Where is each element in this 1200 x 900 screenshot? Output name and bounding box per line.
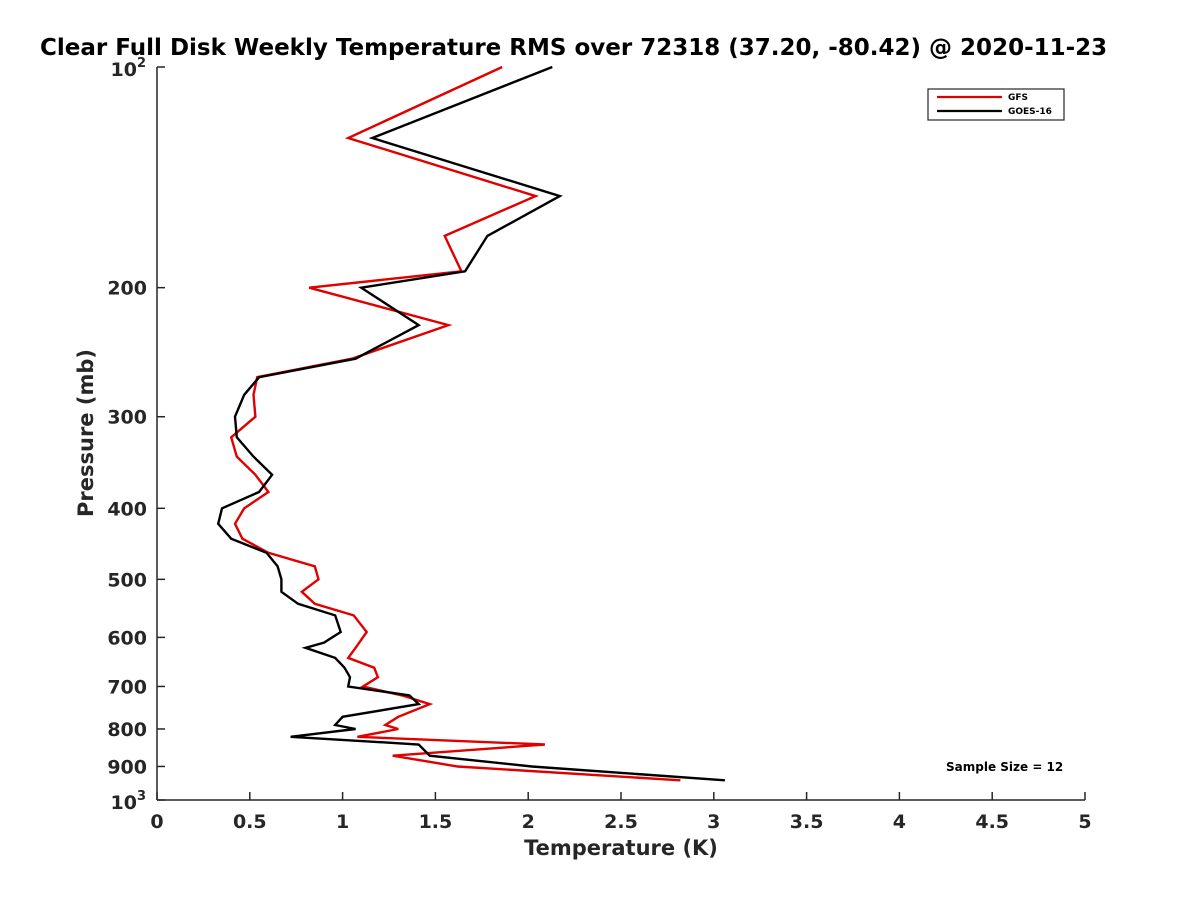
x-tick-label: 1 <box>336 811 349 833</box>
series-layer <box>216 65 725 782</box>
y-tick-label: 400 <box>107 498 147 520</box>
sample-size-annotation: Sample Size = 12 <box>946 760 1063 774</box>
x-tick-label: 3.5 <box>790 811 824 833</box>
x-tick-label: 2 <box>522 811 535 833</box>
x-ticks: 0 0.5 1 1.5 2 2.5 3 3.5 4 4.5 5 <box>150 792 1092 833</box>
x-tick-label: 2.5 <box>604 811 638 833</box>
x-tick-label: 0 <box>150 811 163 833</box>
x-tick-label: 0.5 <box>233 811 267 833</box>
x-axis-label: Temperature (K) <box>524 836 718 860</box>
x-tick-label: 5 <box>1078 811 1091 833</box>
legend: GFS GOES-16 <box>927 88 1065 121</box>
y-tick-label: 600 <box>107 627 147 649</box>
y-tick-label: 300 <box>107 407 147 429</box>
y-tick-label: 700 <box>107 676 147 698</box>
y-ticks: 200 300 400 500 600 700 800 900 <box>107 66 165 801</box>
legend-label-goes-16: GOES-16 <box>1008 107 1052 117</box>
chart-title: Clear Full Disk Weekly Temperature RMS o… <box>40 35 1107 61</box>
x-tick-label: 4.5 <box>975 811 1009 833</box>
y-tick-label-bottom: 103 <box>111 789 147 814</box>
series-line-goes-16 <box>216 65 725 782</box>
y-tick-label: 800 <box>107 719 147 741</box>
series-line-gfs <box>229 65 681 782</box>
y-tick-label: 200 <box>107 278 147 300</box>
y-axis-label: Pressure (mb) <box>74 349 98 517</box>
y-tick-label: 900 <box>107 756 147 778</box>
x-tick-label: 3 <box>707 811 720 833</box>
y-tick-label-top: 102 <box>111 56 147 81</box>
legend-box <box>927 88 1065 121</box>
x-tick-label: 1.5 <box>419 811 453 833</box>
legend-label-gfs: GFS <box>1008 93 1028 103</box>
x-tick-label: 4 <box>893 811 906 833</box>
y-tick-label: 500 <box>107 569 147 591</box>
